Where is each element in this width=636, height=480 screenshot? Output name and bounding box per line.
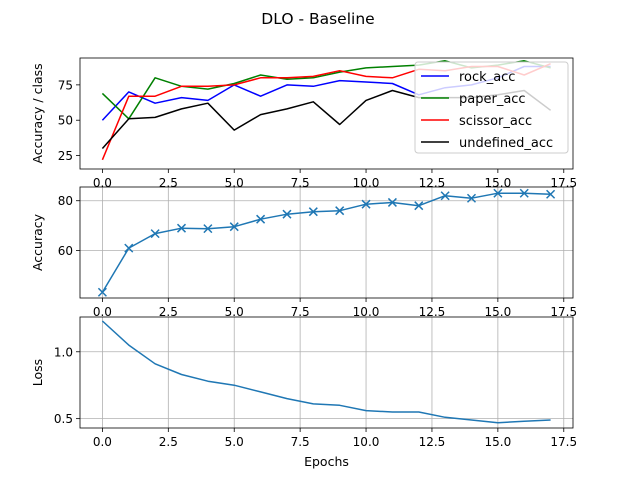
x-tick-label: 12.5: [419, 435, 446, 449]
x-tick-label: 2.5: [159, 305, 178, 319]
data-point-marker: [466, 193, 477, 203]
marker-stroke: [440, 191, 450, 201]
marker-stroke: [176, 223, 187, 233]
x-tick-label: 2.5: [159, 435, 178, 449]
data-point-marker: [150, 229, 160, 239]
marker-stroke: [308, 207, 318, 217]
x-tick-label: 0.0: [93, 435, 112, 449]
data-point-marker: [124, 243, 134, 253]
y-axis-label: Accuracy / class: [30, 63, 45, 163]
marker-stroke: [414, 201, 424, 211]
y-tick-label: 1.0: [54, 345, 73, 359]
x-tick-label: 12.5: [419, 305, 446, 319]
data-point-marker: [176, 223, 187, 233]
marker-stroke: [256, 214, 266, 224]
x-tick-label: 17.5: [550, 176, 577, 190]
overall-accuracy-panel: 0.0 2.5 5.0 7.5 10.0 12.5 15.0 17.5 60 80 Accuracy: [30, 186, 577, 319]
y-tick-label: 50: [58, 114, 73, 128]
data-point-marker: [97, 287, 107, 297]
marker-stroke: [387, 197, 397, 207]
x-tick-label: 17.5: [550, 305, 577, 319]
x-tick-label: 15.0: [485, 176, 512, 190]
y-tick-label: 0.5: [54, 412, 73, 426]
marker-stroke: [519, 188, 529, 198]
axes-frame: [79, 57, 574, 170]
data-point-marker: [493, 188, 503, 198]
marker-stroke: [150, 229, 160, 239]
legend-label: rock_acc: [459, 70, 515, 85]
axes-frame: [79, 186, 574, 299]
marker-stroke: [229, 222, 239, 232]
marker-stroke: [361, 199, 371, 209]
x-axis-label: Epochs: [304, 454, 349, 469]
x-tick-label: 0.0: [93, 305, 112, 319]
legend-box: [414, 61, 569, 154]
marker-stroke: [282, 209, 292, 219]
data-point-marker: [308, 207, 318, 217]
x-tick-label: 10.0: [353, 176, 380, 190]
series-line: [101, 320, 551, 424]
x-tick-label: 7.5: [291, 176, 310, 190]
x-tick-label: 2.5: [159, 176, 178, 190]
figure-title: DLO - Baseline: [261, 10, 374, 28]
y-tick-label: 75: [58, 78, 73, 92]
x-tick-label: 7.5: [291, 435, 310, 449]
data-point-marker: [361, 199, 371, 209]
data-point-marker: [256, 214, 266, 224]
axes-frame: [79, 316, 574, 429]
x-tick-label: 0.0: [93, 176, 112, 190]
legend-label: scissor_acc: [459, 114, 532, 129]
data-point-marker: [519, 188, 529, 198]
marker-stroke: [493, 188, 503, 198]
series-line: [101, 192, 551, 293]
data-point-marker: [414, 201, 424, 211]
x-tick-label: 15.0: [485, 435, 512, 449]
marker-stroke: [203, 224, 213, 234]
data-point-marker: [546, 189, 556, 199]
data-point-marker: [335, 206, 345, 216]
x-tick-label: 7.5: [291, 305, 310, 319]
x-tick-label: 15.0: [485, 305, 512, 319]
marker-stroke: [335, 206, 345, 216]
y-tick-label: 80: [58, 194, 73, 208]
x-tick-label: 5.0: [225, 176, 244, 190]
data-point-marker: [203, 224, 213, 234]
legend-label: undefined_acc: [459, 136, 553, 151]
data-point-marker: [440, 191, 450, 201]
loss-panel: 0.0 2.5 5.0 7.5 10.0 12.5 15.0 17.5 0.5 1.0 Loss Ep…: [30, 316, 577, 469]
marker-stroke: [466, 193, 477, 203]
legend-label: paper_acc: [459, 92, 526, 107]
marker-stroke: [546, 189, 556, 199]
data-point-marker: [282, 209, 292, 219]
x-tick-label: 12.5: [419, 176, 446, 190]
y-tick-label: 60: [58, 244, 73, 258]
marker-stroke: [97, 287, 107, 297]
data-point-marker: [387, 197, 397, 207]
x-tick-label: 10.0: [353, 435, 380, 449]
data-point-marker: [229, 222, 239, 232]
x-tick-label: 5.0: [225, 305, 244, 319]
y-axis-label: Accuracy: [30, 213, 45, 271]
class-accuracy-panel: rock_acc paper_acc scissor_acc undefined_ac…: [30, 57, 577, 190]
y-axis-label: Loss: [30, 359, 45, 386]
x-tick-label: 10.0: [353, 305, 380, 319]
x-tick-label: 5.0: [225, 435, 244, 449]
x-tick-label: 17.5: [550, 435, 577, 449]
y-tick-label: 25: [58, 149, 73, 163]
marker-stroke: [124, 243, 134, 253]
